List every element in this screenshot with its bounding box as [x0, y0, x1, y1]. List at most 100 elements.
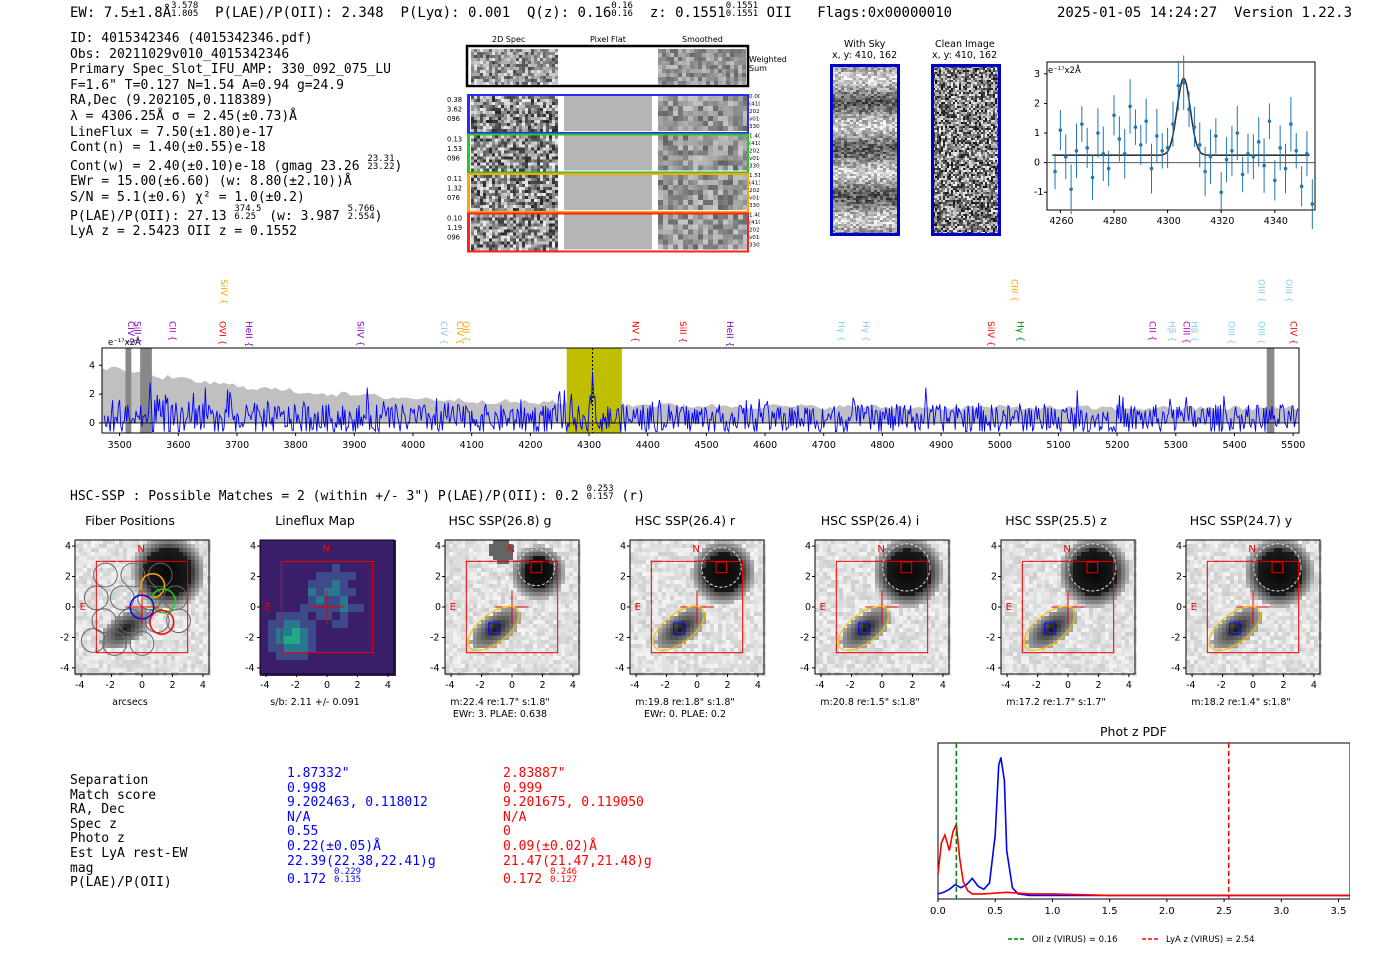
photz-xtick-label: 2.5	[1216, 906, 1232, 917]
panel-ytick-label: 0	[65, 602, 71, 613]
photz-xtick-label: 3.0	[1273, 906, 1289, 917]
panel-ytick-label: 2	[805, 572, 811, 583]
weighted-sum-row	[465, 44, 750, 88]
header-z-line: OII	[766, 5, 792, 21]
table-cell: 0.998	[287, 780, 327, 796]
matches-end: (r)	[621, 489, 645, 504]
galaxy-marker	[1228, 622, 1241, 635]
photz-axes	[937, 742, 1350, 900]
spectrum-xtick-label: 4200	[518, 440, 542, 451]
panel-ytick-label: 0	[435, 602, 441, 613]
panel-title: HSC SSP(26.4) r	[634, 513, 736, 528]
zoom-point	[1122, 151, 1127, 156]
photz-series	[937, 757, 1350, 897]
spectrum-line-label: Hβ {	[1166, 321, 1176, 342]
panel-ytick-label: 2	[620, 572, 626, 583]
table-cell: 0	[503, 824, 511, 840]
spectrum-xtick-label: 4800	[870, 440, 894, 451]
panel-xtick-label: -2	[1217, 680, 1226, 691]
panel-xtick-label: 2	[1280, 680, 1286, 691]
table-cell: 22.39(22.38,22.41)g	[287, 853, 436, 869]
row-right-label: 20211029	[749, 188, 760, 194]
panel-xtick-label: -4	[1001, 680, 1010, 691]
panel-ytick-label: -4	[1171, 663, 1180, 674]
star-marker	[1086, 561, 1099, 574]
panel-plot: N E -4 -2 0 2 4 4 2 0 -2 -4	[245, 539, 396, 691]
header-timestamp: 2025-01-05 14:24:27	[1057, 5, 1218, 21]
row-left-label: 1.32	[447, 185, 462, 193]
spectrum-xtick-label: 4400	[636, 440, 660, 451]
contw-text: Cont(w) = 2.40(±0.10)e-18 (gmag 23.26	[70, 158, 360, 174]
spectrum-line-label: CIII {	[1180, 321, 1190, 344]
row-right-label: 330_LU_017	[749, 164, 760, 170]
panel-xtick-label: -4	[75, 680, 84, 691]
col-pixelflat-label: Pixel Flat	[590, 35, 626, 44]
table-cell: 1.87332"	[287, 766, 350, 781]
east-label: E	[1191, 602, 1197, 613]
clean-title: Clean Image	[935, 39, 995, 50]
row-right-label: 330_LU_017	[749, 124, 760, 130]
spectrum-xtick-label: 4600	[753, 440, 777, 451]
panel-plot: N E -4 -2 0 2 4 4 2 0 -2 -4	[60, 539, 211, 691]
panel-xlabel: m:18.2 re:1.4" s:1.8"	[1191, 697, 1291, 708]
panel-ytick-label: 4	[991, 541, 997, 552]
plae-w: (w: 3.987	[269, 208, 340, 224]
weighted-sum-label: Weighted Sum	[749, 55, 787, 73]
zoom-fit-chart: 4260 4280 4300 4320 4340 3 2 1 0 -1 e⁻¹⁷x2Å	[1034, 55, 1316, 229]
zoom-point	[1240, 172, 1245, 177]
photz-xtick-label: 0.5	[987, 906, 1003, 917]
zoom-point	[1283, 166, 1288, 171]
spectrum-line-label: SiIV {	[354, 321, 364, 347]
spectrum-xtick-label: 3700	[225, 440, 249, 451]
zoom-point	[1074, 149, 1079, 153]
fiber-red	[149, 609, 175, 635]
panel-xtick-label: 0	[324, 680, 330, 691]
info-lambda: λ = 4306.25Å σ = 2.45(±0.73)Å	[70, 108, 297, 124]
fiber-circle	[129, 631, 155, 656]
sky-coords: x, y: 410, 162	[832, 50, 898, 61]
spectrum-axes-frame	[101, 347, 1300, 434]
aperture-box	[835, 560, 929, 654]
zoom-point	[1139, 143, 1143, 147]
spectrum-flux-line	[103, 371, 1299, 434]
col-2dspec-label: 2D Spec	[492, 35, 526, 44]
spectrum-line-label: HeII {	[243, 321, 253, 347]
spectrum-xtick-label: 4100	[460, 440, 484, 451]
zoom-point	[1096, 131, 1100, 135]
spectrum-ytick-label: 0	[89, 418, 95, 429]
panel-ytick-label: -4	[800, 663, 809, 674]
north-label: N	[1063, 544, 1070, 555]
row-left-label: 096	[447, 115, 460, 123]
header-version: Version 1.22.3	[1234, 5, 1353, 21]
photz-legend-oii: OII z (VIRUS) = 0.16	[1032, 935, 1118, 945]
photz-xtick-label: 2.0	[1159, 906, 1175, 917]
row-right-label: (410, 162)	[749, 102, 760, 108]
photz-xtick-label: 0.0	[930, 906, 946, 917]
header-z: z: 0.1551	[649, 5, 726, 21]
panel-xtick-label: 0	[1065, 680, 1071, 691]
fiber-circle	[80, 628, 106, 653]
zoom-point	[1310, 202, 1315, 206]
panel-title: HSC SSP(24.7) y	[1189, 513, 1293, 528]
cutout-row: 0.101.19 096 1.40"(410, 162) 20211029v010_0…	[447, 212, 760, 253]
row-right-label: v010_01	[749, 156, 760, 162]
spectrum-line-label: OIII {	[1256, 321, 1266, 345]
plae-text: P(LAE)/P(OII): 27.13	[70, 208, 227, 224]
zoom-point	[1080, 122, 1084, 126]
panel-sublabel: EWr: 3. PLAE: 0.638	[452, 709, 548, 720]
info-radec: RA,Dec (9.202105,0.118389)	[70, 93, 274, 109]
table-cell: 0.172 0.229 0.135	[287, 867, 362, 888]
fiber-circle	[120, 562, 146, 588]
zoom-point	[1160, 149, 1165, 153]
row-right-label: (411, 336)	[749, 181, 760, 187]
spectrum-noise-envelope	[102, 366, 1299, 423]
zoom-point	[1251, 154, 1256, 159]
panel-ytick-label: 2	[65, 572, 71, 583]
spectrum-xtick-label: 3500	[108, 440, 132, 451]
zoom-point	[1171, 122, 1175, 126]
galaxy-marker	[672, 622, 685, 635]
panel-ytick-label: -2	[60, 632, 69, 643]
info-plae: P(LAE)/P(OII): 27.13 374.5 6.25 (w: 3.987…	[70, 204, 402, 225]
row-right-label: 1.51"	[749, 173, 760, 179]
